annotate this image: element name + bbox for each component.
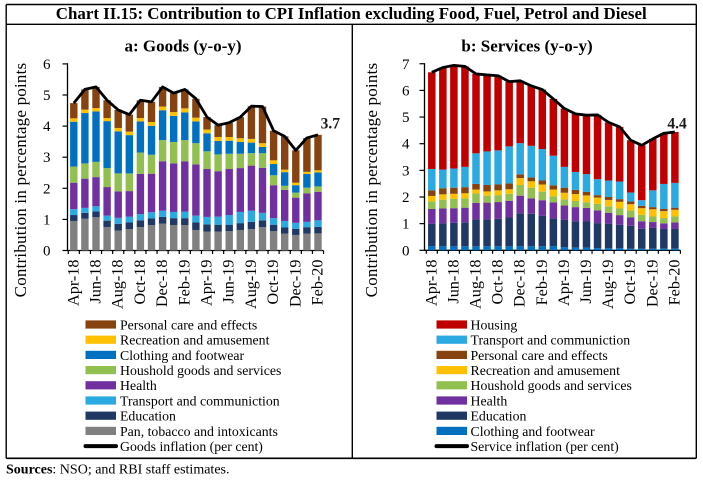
svg-text:1: 1 bbox=[43, 212, 51, 228]
svg-text:Health: Health bbox=[471, 393, 508, 408]
svg-text:Dec-18: Dec-18 bbox=[511, 260, 529, 308]
svg-text:Transport and communiction: Transport and communiction bbox=[120, 393, 280, 408]
svg-text:Apr-18: Apr-18 bbox=[64, 260, 82, 306]
svg-text:b: Services (y-o-y): b: Services (y-o-y) bbox=[461, 37, 592, 56]
svg-text:Feb-19: Feb-19 bbox=[175, 260, 193, 306]
svg-text:Houshold goods and services: Houshold goods and services bbox=[120, 363, 281, 378]
svg-text:Chart II.15: Contribution to C: Chart II.15: Contribution to CPI Inflati… bbox=[56, 4, 647, 23]
svg-text:Health: Health bbox=[120, 378, 157, 393]
svg-text:Aug-18: Aug-18 bbox=[109, 260, 127, 309]
svg-text:Clothing and footwear: Clothing and footwear bbox=[471, 424, 596, 439]
svg-text:Sources: NSO; and RBI staff es: Sources: NSO; and RBI staff estimates. bbox=[6, 463, 229, 478]
svg-text:5: 5 bbox=[43, 88, 51, 104]
svg-text:Oct-19: Oct-19 bbox=[621, 260, 639, 305]
svg-text:Personal care and effects: Personal care and effects bbox=[471, 348, 608, 363]
svg-text:3: 3 bbox=[402, 163, 410, 179]
svg-text:a: Goods (y-o-y): a: Goods (y-o-y) bbox=[124, 37, 241, 56]
svg-text:Aug-18: Aug-18 bbox=[467, 260, 485, 309]
svg-text:3.7: 3.7 bbox=[321, 115, 341, 132]
svg-text:2: 2 bbox=[402, 190, 410, 206]
svg-text:Personal care and effects: Personal care and effects bbox=[120, 317, 257, 332]
svg-text:4: 4 bbox=[402, 137, 410, 153]
svg-text:Education: Education bbox=[471, 409, 527, 424]
svg-text:Dec-19: Dec-19 bbox=[286, 260, 304, 308]
svg-text:0: 0 bbox=[43, 244, 51, 260]
svg-text:Goods inflation (per cent): Goods inflation (per cent) bbox=[120, 439, 263, 455]
svg-text:Recreation and amusement: Recreation and amusement bbox=[120, 333, 270, 348]
svg-text:Jun-19: Jun-19 bbox=[577, 260, 595, 304]
svg-text:Dec-18: Dec-18 bbox=[153, 260, 171, 308]
svg-text:Contribution in percentage poi: Contribution in percentage points bbox=[11, 63, 30, 298]
svg-text:Feb-20: Feb-20 bbox=[309, 260, 327, 306]
svg-text:5: 5 bbox=[402, 110, 410, 126]
svg-text:Jun-18: Jun-18 bbox=[87, 260, 105, 304]
svg-text:Aug-19: Aug-19 bbox=[599, 260, 617, 309]
svg-text:Pan, tobacco and intoxicants: Pan, tobacco and intoxicants bbox=[120, 424, 278, 439]
svg-text:7: 7 bbox=[402, 57, 410, 73]
svg-text:Apr-19: Apr-19 bbox=[555, 260, 573, 306]
svg-text:Housing: Housing bbox=[471, 317, 518, 332]
svg-text:Oct-19: Oct-19 bbox=[264, 260, 282, 305]
svg-text:Recreation and amusement: Recreation and amusement bbox=[471, 363, 621, 378]
svg-text:Apr-18: Apr-18 bbox=[422, 260, 440, 306]
svg-text:Houshold goods and services: Houshold goods and services bbox=[471, 378, 632, 393]
svg-text:Jun-18: Jun-18 bbox=[444, 260, 462, 304]
svg-text:2: 2 bbox=[43, 181, 51, 197]
svg-text:3: 3 bbox=[43, 150, 51, 166]
svg-text:Clothing and footwear: Clothing and footwear bbox=[120, 348, 245, 363]
svg-text:0: 0 bbox=[402, 243, 410, 259]
svg-text:4: 4 bbox=[43, 119, 51, 135]
svg-text:Jun-19: Jun-19 bbox=[220, 260, 238, 304]
svg-text:Apr-19: Apr-19 bbox=[198, 260, 216, 306]
svg-text:4.4: 4.4 bbox=[667, 115, 687, 132]
svg-text:Feb-19: Feb-19 bbox=[533, 260, 551, 306]
svg-text:6: 6 bbox=[43, 57, 51, 73]
svg-text:Transport and communiction: Transport and communiction bbox=[471, 333, 631, 348]
svg-text:Aug-19: Aug-19 bbox=[242, 260, 260, 309]
svg-text:6: 6 bbox=[402, 83, 410, 99]
svg-text:Oct-18: Oct-18 bbox=[489, 259, 507, 304]
svg-text:Service inflation (per cent): Service inflation (per cent) bbox=[471, 439, 619, 455]
svg-text:Dec-19: Dec-19 bbox=[643, 260, 661, 308]
svg-text:Contribution in percentage poi: Contribution in percentage points bbox=[362, 63, 381, 298]
svg-text:Education: Education bbox=[120, 409, 176, 424]
svg-text:Feb-20: Feb-20 bbox=[665, 260, 683, 306]
svg-text:Oct-18: Oct-18 bbox=[131, 260, 149, 305]
svg-text:1: 1 bbox=[402, 217, 410, 233]
